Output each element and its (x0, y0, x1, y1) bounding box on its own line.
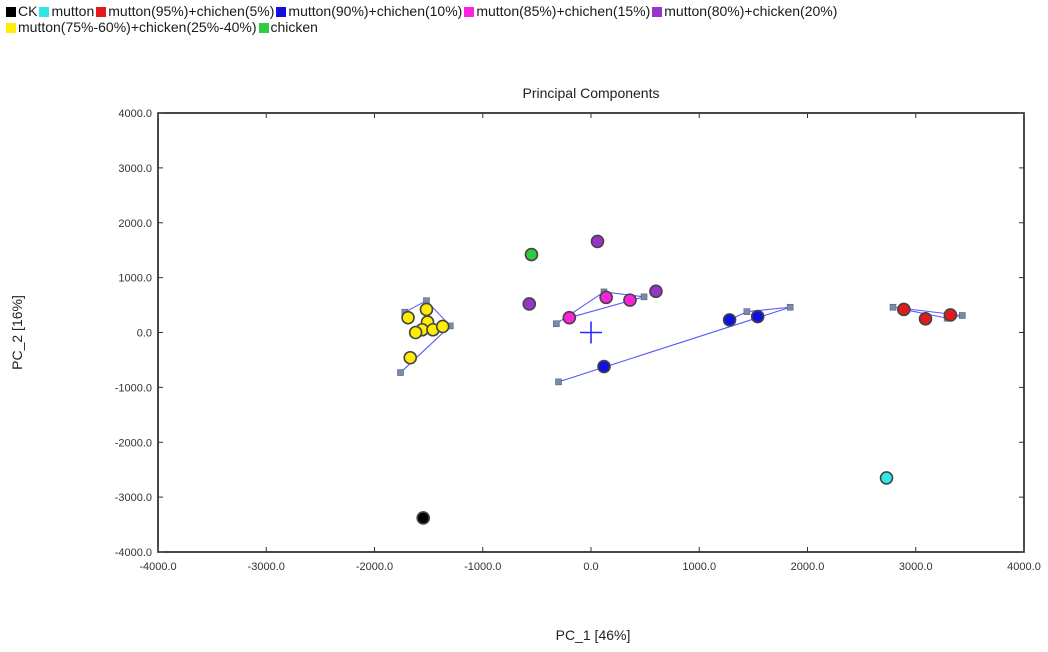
legend-swatch (464, 7, 475, 17)
data-point-series-6 (419, 302, 434, 317)
legend-swatch (6, 7, 16, 17)
group-outline-4 (556, 291, 645, 325)
legend-item: CK (6, 3, 37, 19)
legend-item: mutton(80%)+chicken(20%) (652, 3, 837, 19)
x-tick-label: 1000.0 (682, 561, 716, 573)
legend-label: chicken (270, 19, 318, 35)
legend-swatch (652, 7, 663, 17)
outline-vertex (786, 303, 794, 311)
data-point-series-1 (879, 471, 894, 485)
legend-label: mutton(90%)+chichen(10%) (288, 3, 463, 19)
data-point-series-6 (435, 319, 450, 334)
outline-vertex (555, 378, 562, 386)
outline-vertex (958, 312, 966, 319)
outline-vertex (743, 308, 751, 315)
legend-item: mutton(95%)+chichen(5%) (96, 3, 274, 19)
legend-label: mutton(80%)+chicken(20%) (664, 3, 838, 19)
y-tick-label: -3000.0 (115, 492, 152, 504)
data-point-series-5 (590, 234, 605, 249)
y-tick-label: 4000.0 (118, 108, 152, 120)
data-point-series-2 (918, 311, 933, 326)
legend-item: mutton(90%)+chichen(10%) (276, 3, 462, 19)
data-point-series-5 (649, 284, 663, 299)
x-tick-label: 4000.0 (1007, 561, 1041, 573)
y-tick-label: 1000.0 (118, 273, 152, 285)
data-point-series-4 (599, 290, 613, 305)
y-tick-label: -2000.0 (115, 437, 152, 449)
data-point-series-3 (722, 313, 737, 327)
x-tick-label: 0.0 (583, 561, 598, 573)
outline-vertex (889, 303, 897, 311)
legend-item: mutton(75%-60%)+chicken(25%-40%) (6, 19, 257, 35)
y-tick-label: -4000.0 (115, 547, 152, 559)
legend-item: chicken (258, 19, 318, 35)
data-point-series-5 (522, 297, 537, 311)
x-tick-label: 3000.0 (899, 561, 933, 573)
data-point-series-7 (524, 247, 539, 262)
y-tick-label: 3000.0 (118, 163, 152, 175)
outline-vertex (640, 293, 648, 301)
data-point-series-3 (597, 359, 611, 374)
data-point-series-6 (401, 310, 415, 325)
x-tick-label: 2000.0 (791, 561, 825, 573)
x-tick-label: -3000.0 (248, 561, 285, 573)
data-point-series-2 (897, 302, 911, 317)
data-point-series-6 (408, 325, 423, 340)
outline-vertex (397, 369, 404, 376)
legend-item: mutton (39, 3, 94, 19)
legend-swatch (39, 7, 50, 17)
legend-swatch (6, 23, 16, 33)
chart-title: Principal Components (523, 85, 660, 101)
legend-label: mutton (51, 3, 95, 19)
legend-label: mutton(75%-60%)+chicken(25%-40%) (18, 19, 257, 35)
x-axis-label: PC_1 [46%] (556, 627, 631, 643)
data-point-series-6 (403, 350, 418, 365)
legend-swatch (96, 7, 107, 17)
x-tick-label: -1000.0 (464, 561, 501, 573)
y-tick-label: 2000.0 (118, 218, 152, 230)
group-outline-3 (558, 306, 791, 383)
x-tick-label: -4000.0 (139, 561, 176, 573)
outline-vertex (553, 320, 560, 328)
data-point-series-4 (562, 310, 577, 325)
legend-item: mutton(85%)+chichen(15%) (464, 3, 650, 19)
chart-legend: CK mutton mutton(95%)+chichen(5%) mutton(90… (6, 3, 1046, 35)
legend-label: CK (18, 3, 38, 19)
data-point-series-3 (750, 309, 765, 324)
legend-swatch (258, 23, 269, 33)
legend-label: mutton(95%)+chichen(5%) (108, 3, 275, 19)
group-outline-6 (400, 299, 452, 373)
data-point-series-4 (623, 293, 637, 307)
data-point-series-0 (416, 511, 431, 525)
y-axis-label: PC_2 [16%] (9, 295, 25, 370)
y-tick-label: 0.0 (137, 328, 152, 340)
data-point-series-2 (943, 308, 958, 322)
legend-label: mutton(85%)+chichen(15%) (476, 3, 651, 19)
y-tick-label: -1000.0 (115, 382, 152, 394)
legend-swatch (276, 7, 287, 17)
x-tick-label: -2000.0 (356, 561, 393, 573)
